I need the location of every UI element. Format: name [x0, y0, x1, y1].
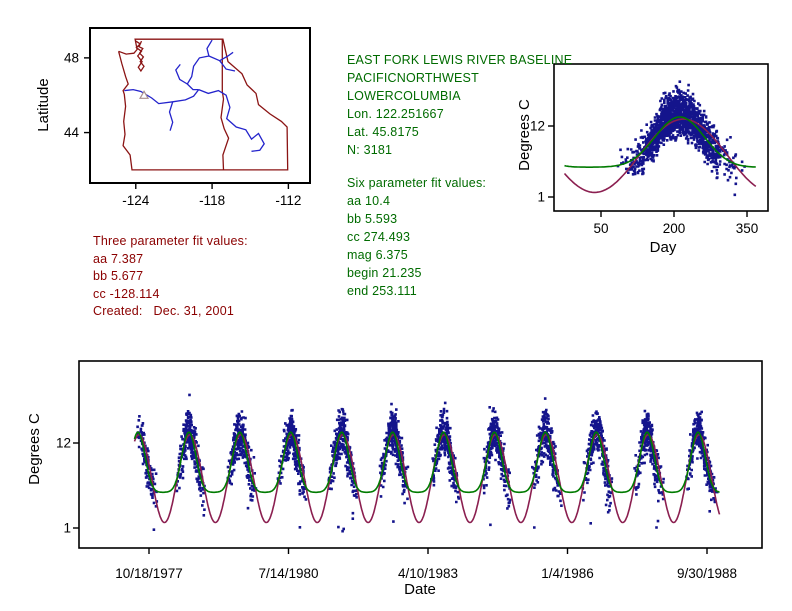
six-param-end: end 253.111 — [347, 284, 417, 298]
fit-curve — [133, 434, 721, 524]
station-marker — [139, 90, 150, 99]
x-tick-label: 350 — [736, 221, 759, 236]
y-tick-label: 44 — [64, 125, 80, 140]
x-tick-label: 1/4/1986 — [541, 566, 594, 581]
y-tick-label: 1 — [537, 190, 545, 205]
x-tick-label: 9/30/1988 — [677, 566, 737, 581]
river — [168, 101, 174, 131]
seasonal-y-axis-label: Degrees C — [516, 99, 533, 171]
river — [219, 60, 236, 72]
station-title: EAST FORK LEWIS RIVER BASELINE — [347, 53, 573, 67]
river — [124, 88, 200, 105]
station-n-count: N: 3181 — [347, 143, 393, 157]
station-region: PACIFICNORTHWEST — [347, 71, 479, 85]
y-tick-label: 12 — [530, 119, 545, 134]
x-tick-label: 7/14/1980 — [258, 566, 318, 581]
six-param-aa: aa 10.4 — [347, 194, 391, 208]
fit-curve — [133, 431, 720, 494]
station-info-block: EAST FORK LEWIS RIVER BASELINE PACIFICNO… — [347, 53, 572, 161]
x-tick-label: 50 — [593, 221, 608, 236]
river — [208, 51, 234, 62]
plot-frame — [78, 360, 763, 549]
plot-frame — [553, 63, 769, 212]
y-tick-label: 12 — [56, 436, 71, 451]
created-date: Created: Dec. 31, 2001 — [93, 304, 234, 319]
three-param-heading: Three parameter fit values: — [93, 234, 248, 248]
generated-plots: -124 -118 -112 48 44 50 200 350 12 1 10/18/1977 7/1… — [56, 27, 769, 581]
x-tick-label: 10/18/1977 — [115, 566, 183, 581]
six-param-fit-block: Six parameter fit values: aa 10.4 bb 5.5… — [347, 176, 486, 302]
seasonal-x-axis-label: Day — [650, 239, 677, 256]
fit-curve — [564, 116, 756, 168]
three-param-cc: cc -128.114 — [93, 286, 160, 301]
six-param-mag: mag 6.375 — [347, 248, 408, 262]
three-param-bb: bb 5.677 — [93, 269, 144, 284]
timeseries-scatter-points — [136, 393, 719, 533]
six-param-cc: cc 274.493 — [347, 230, 411, 244]
map-layer — [117, 38, 289, 171]
map-y-axis-label: Latitude — [35, 78, 52, 131]
x-tick-label: 4/10/1983 — [398, 566, 458, 581]
timeseries-x-axis-label: Date — [404, 581, 436, 598]
six-param-bb: bb 5.593 — [347, 212, 398, 226]
plot-frame — [89, 27, 311, 184]
river — [186, 39, 213, 91]
station-basin: LOWERCOLUMBIA — [347, 89, 461, 103]
seasonal-plot-area — [563, 80, 757, 197]
x-tick-label: -118 — [199, 193, 225, 208]
puget-sound-shoreline — [135, 40, 145, 73]
y-tick-label: 1 — [63, 521, 71, 536]
station-longitude: Lon. 122.251667 — [347, 107, 444, 121]
seasonal-scatter-points — [616, 80, 746, 197]
state-border — [117, 38, 289, 171]
three-param-aa: aa 7.387 — [93, 251, 144, 266]
river — [198, 88, 265, 152]
station-latitude: Lat. 45.8175 — [347, 125, 419, 139]
three-param-fit-block: Three parameter fit values: aa 7.387 bb … — [93, 234, 248, 322]
timeseries-y-axis-label: Degrees C — [26, 413, 43, 485]
river — [175, 63, 188, 85]
x-tick-label: 200 — [663, 221, 686, 236]
timeseries-plot-area — [133, 393, 721, 533]
x-tick-label: -112 — [275, 193, 301, 208]
y-tick-label: 48 — [64, 50, 79, 65]
six-param-heading: Six parameter fit values: — [347, 176, 487, 190]
x-tick-label: -124 — [122, 193, 150, 208]
six-param-begin: begin 21.235 — [347, 266, 422, 280]
